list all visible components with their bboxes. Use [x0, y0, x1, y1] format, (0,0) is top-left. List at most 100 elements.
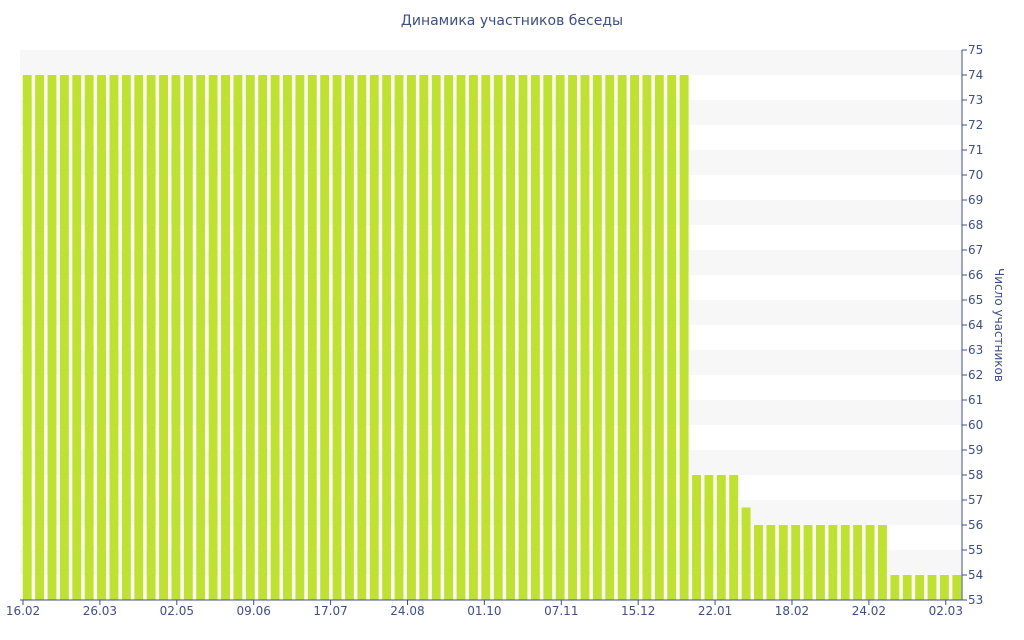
x-tick-label: 22.01: [698, 604, 732, 618]
bar[interactable]: [617, 75, 627, 600]
y-tick-label: 66: [968, 268, 983, 282]
x-axis: 16.02 26.03 02.05 09.06 17.07 24.08 01.10 07.11…: [6, 599, 963, 618]
bar[interactable]: [877, 525, 887, 600]
bar[interactable]: [270, 75, 280, 600]
bar[interactable]: [196, 75, 206, 600]
y-axis: 53 54 55 56 57 58 59 60 61 62 63 64 65 66 67 68 69 70 71 72…: [961, 43, 983, 607]
bar[interactable]: [307, 75, 317, 600]
bar[interactable]: [22, 75, 32, 600]
bar[interactable]: [952, 575, 962, 600]
y-tick-label: 74: [968, 68, 983, 82]
bar[interactable]: [84, 75, 94, 600]
bar[interactable]: [394, 75, 404, 600]
bar[interactable]: [840, 525, 850, 600]
x-tick-label: 15.12: [621, 604, 655, 618]
bar[interactable]: [592, 75, 602, 600]
bar[interactable]: [828, 525, 838, 600]
bar[interactable]: [468, 75, 478, 600]
bar[interactable]: [233, 75, 243, 600]
bar[interactable]: [406, 75, 416, 600]
x-tick-label: 02.05: [160, 604, 194, 618]
y-tick-label: 71: [968, 143, 983, 157]
bar[interactable]: [654, 75, 664, 600]
bar[interactable]: [939, 575, 949, 600]
y-tick-label: 53: [968, 593, 983, 607]
bar[interactable]: [419, 75, 429, 600]
y-tick-label: 59: [968, 443, 983, 457]
bar[interactable]: [59, 75, 69, 600]
bar[interactable]: [283, 75, 292, 600]
bar[interactable]: [791, 525, 801, 600]
bar[interactable]: [741, 507, 751, 601]
y-tick-label: 55: [968, 543, 983, 557]
y-tick-label: 63: [968, 343, 983, 357]
bar[interactable]: [555, 75, 565, 600]
bar[interactable]: [890, 575, 900, 600]
bar[interactable]: [915, 575, 925, 600]
x-tick-label: 18.02: [775, 604, 809, 618]
bar[interactable]: [159, 75, 168, 600]
bar[interactable]: [35, 75, 45, 600]
bar[interactable]: [97, 75, 107, 600]
bar[interactable]: [766, 525, 776, 600]
y-tick-label: 73: [968, 93, 983, 107]
bar[interactable]: [369, 75, 379, 600]
bar[interactable]: [803, 525, 813, 600]
bar[interactable]: [506, 75, 516, 600]
bar[interactable]: [716, 475, 726, 600]
y-tick-label: 65: [968, 293, 983, 307]
bar[interactable]: [320, 75, 330, 600]
grid-band: [20, 50, 962, 75]
bar[interactable]: [543, 75, 553, 600]
bar[interactable]: [146, 75, 156, 600]
y-tick-label: 62: [968, 368, 983, 382]
bar[interactable]: [444, 75, 454, 600]
y-tick-label: 72: [968, 118, 983, 132]
bar[interactable]: [221, 75, 230, 600]
bar[interactable]: [865, 525, 875, 600]
bar[interactable]: [72, 75, 82, 600]
bar[interactable]: [382, 75, 392, 600]
bar[interactable]: [481, 75, 491, 600]
x-tick-label: 01.10: [467, 604, 501, 618]
bar[interactable]: [121, 75, 131, 600]
bar[interactable]: [456, 75, 466, 600]
bar[interactable]: [927, 575, 937, 600]
bar[interactable]: [692, 475, 701, 600]
bar[interactable]: [667, 75, 677, 600]
bar[interactable]: [171, 75, 181, 600]
bar[interactable]: [345, 75, 354, 600]
x-tick-label: 24.08: [390, 604, 424, 618]
bar[interactable]: [568, 75, 578, 600]
y-tick-label: 75: [968, 43, 983, 57]
bar[interactable]: [642, 75, 652, 600]
bar[interactable]: [704, 475, 714, 600]
bar[interactable]: [778, 525, 788, 600]
bar[interactable]: [208, 75, 218, 600]
bar[interactable]: [518, 75, 528, 600]
bar[interactable]: [902, 575, 912, 600]
bar[interactable]: [853, 525, 863, 600]
bar[interactable]: [183, 75, 193, 600]
bar[interactable]: [580, 75, 590, 600]
bar[interactable]: [530, 75, 540, 600]
bar[interactable]: [816, 525, 825, 600]
bar[interactable]: [493, 75, 503, 600]
bar[interactable]: [357, 75, 367, 600]
y-tick-label: 68: [968, 218, 983, 232]
bar[interactable]: [754, 525, 763, 600]
bar[interactable]: [729, 475, 739, 600]
bar[interactable]: [295, 75, 305, 600]
y-tick-label: 58: [968, 468, 983, 482]
bar[interactable]: [332, 75, 342, 600]
bar[interactable]: [245, 75, 255, 600]
bar[interactable]: [431, 75, 441, 600]
bar[interactable]: [679, 75, 689, 600]
bar[interactable]: [605, 75, 615, 600]
bar[interactable]: [47, 75, 57, 600]
bar[interactable]: [109, 75, 119, 600]
bar[interactable]: [134, 75, 144, 600]
bar[interactable]: [258, 75, 268, 600]
bar[interactable]: [630, 75, 639, 600]
